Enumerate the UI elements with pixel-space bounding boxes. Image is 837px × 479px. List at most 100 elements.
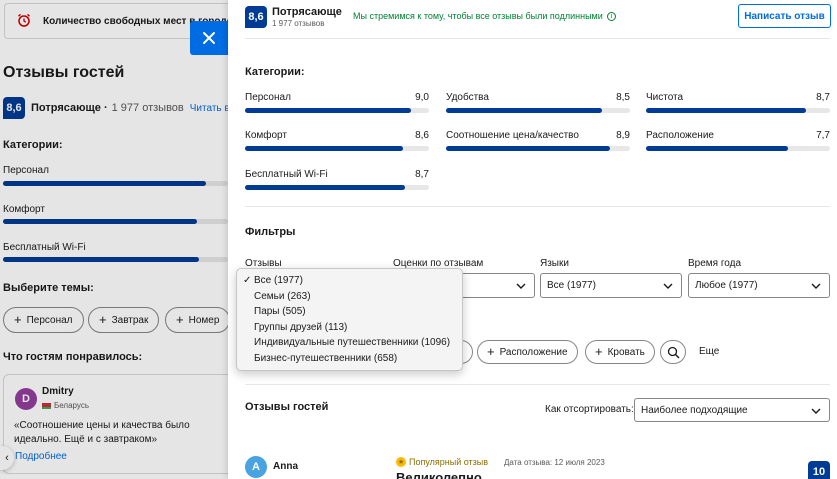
checkmark-icon: ✓ (243, 275, 252, 286)
categories-heading: Категории: (3, 139, 63, 151)
category-bar-fill (245, 185, 406, 190)
category-bar (3, 219, 228, 224)
dropdown-option[interactable]: ✓ Все (1977) (237, 273, 462, 289)
category-cleanliness: Чистота 8,7 (646, 92, 830, 113)
category-location: Расположение 7,7 (646, 130, 830, 151)
category-score: 7,7 (816, 130, 830, 141)
read-more-link[interactable]: Подробнее (15, 451, 67, 462)
category-bar (646, 108, 830, 113)
chevron-down-icon (811, 408, 821, 414)
guest-reviews-heading: Отзывы гостей (245, 401, 329, 413)
category-label: Комфорт (3, 204, 45, 215)
more-topics-link[interactable]: Еще (699, 346, 720, 357)
score-label: Потрясающе · (31, 102, 108, 114)
dropdown-option[interactable]: Бизнес-путешественники (658) (254, 352, 398, 364)
category-bar (446, 146, 630, 151)
reviewers-dropdown-menu[interactable]: ✓ Все (1977) Семьи (263) Пары (505) Групп… (236, 268, 463, 371)
topic-pill-location[interactable]: + Расположение (477, 340, 578, 364)
category-bar (245, 185, 429, 190)
guest-name: Dmitry (42, 386, 74, 397)
category-bar (646, 146, 830, 151)
category-label: Удобства (446, 92, 489, 103)
category-personal: Персонал 9,0 (245, 92, 429, 113)
plus-icon: + (487, 344, 495, 359)
topic-pill[interactable]: + Номер (165, 307, 231, 333)
avatar: A (245, 456, 267, 478)
category-bar (446, 108, 630, 113)
plus-icon: + (99, 312, 107, 327)
category-bar (3, 181, 228, 186)
guest-quote: «Соотношение цены и качества было идеаль… (14, 420, 190, 445)
topics-heading: Выберите темы: (3, 282, 94, 294)
topic-search-button[interactable] (660, 340, 686, 364)
divider (245, 38, 830, 39)
dropdown-option[interactable]: Индивидуальные путешественники (1096) (254, 337, 451, 349)
category-bar-fill (446, 108, 603, 113)
category-bar-fill (446, 146, 610, 151)
search-icon (667, 346, 679, 358)
dropdown-option[interactable]: Группы друзей (113) (254, 321, 348, 333)
close-button[interactable] (190, 21, 228, 55)
plus-icon: + (595, 344, 603, 359)
category-bar-fill (646, 146, 788, 151)
divider (245, 384, 830, 385)
category-score: 8,5 (616, 92, 630, 103)
dropdown-option[interactable]: Семьи (263) (254, 290, 311, 302)
reviews-count: 1 977 отзывов (111, 102, 184, 114)
review-title: Великолепно (396, 470, 482, 479)
belarus-flag-icon (42, 402, 51, 409)
sort-select[interactable]: Наиболее подходящие (634, 398, 830, 422)
score-badge: 8,6 (245, 6, 267, 28)
reviews-count: 1 977 отзывов (272, 19, 325, 28)
category-wifi: Бесплатный Wi-Fi 8,7 (245, 169, 429, 190)
info-icon[interactable]: i (606, 11, 616, 21)
divider (245, 206, 830, 207)
filters-heading: Фильтры (245, 226, 296, 238)
categories-heading: Категории: (245, 66, 305, 78)
notice-text: Количество свободных мест в городе (43, 15, 233, 27)
season-filter-label: Время года (688, 258, 742, 269)
reviewer-name: Anna (273, 461, 298, 472)
score-summary: 8,6 Потрясающе · 1 977 отзывов Читать в (3, 97, 230, 119)
category-bar (3, 257, 228, 262)
page-title: Отзывы гостей (3, 64, 125, 81)
chevron-down-icon (811, 283, 821, 289)
category-comfort: Комфорт 8,6 (245, 130, 429, 151)
category-score: 8,7 (816, 92, 830, 103)
read-all-link[interactable]: Читать в (189, 102, 230, 114)
popular-review-badge: ★ Популярный отзыв (396, 457, 489, 467)
alarm-clock-icon (15, 12, 33, 30)
plus-icon: + (176, 312, 184, 327)
category-label: Бесплатный Wi-Fi (245, 169, 328, 180)
dropdown-option[interactable]: Пары (505) (254, 306, 306, 318)
guest-country: Беларусь (42, 401, 89, 410)
category-bar-fill (245, 108, 411, 113)
topic-pill[interactable]: + Завтрак (88, 307, 160, 333)
season-select[interactable]: Любое (1977) (688, 273, 830, 298)
chevron-left-icon[interactable]: ‹ (0, 446, 14, 470)
topic-pill[interactable]: + Персонал (3, 307, 84, 333)
reviewers-filter-label: Отзывы (245, 258, 282, 269)
write-review-button[interactable]: Написать отзыв (738, 4, 831, 28)
category-bar-fill (3, 219, 197, 224)
score-label: Потрясающе (272, 6, 342, 18)
guest-review-card: D Dmitry Беларусь «Соотношение цены и ка… (3, 374, 233, 474)
topic-pill-bed[interactable]: + Кровать (585, 340, 655, 364)
chevron-down-icon (663, 283, 673, 289)
category-score: 8,7 (415, 169, 429, 180)
authenticity-note: Мы стремимся к тому, чтобы все отзывы бы… (353, 11, 616, 21)
ratings-filter-label: Оценки по отзывам (393, 258, 484, 269)
category-score: 8,6 (415, 130, 429, 141)
review-score-badge: 10 (808, 461, 830, 479)
liked-heading: Что гостям понравилось: (3, 351, 143, 363)
category-amenities: Удобства 8,5 (446, 92, 630, 113)
category-label: Расположение (646, 130, 714, 141)
category-label: Бесплатный Wi-Fi (3, 242, 86, 253)
category-label: Персонал (245, 92, 291, 103)
category-label: Комфорт (245, 130, 287, 141)
category-bar-fill (3, 181, 206, 186)
category-value: Соотношение цена/качество 8,9 (446, 130, 630, 151)
languages-select[interactable]: Все (1977) (540, 273, 682, 298)
close-icon (203, 32, 215, 44)
category-score: 8,9 (616, 130, 630, 141)
